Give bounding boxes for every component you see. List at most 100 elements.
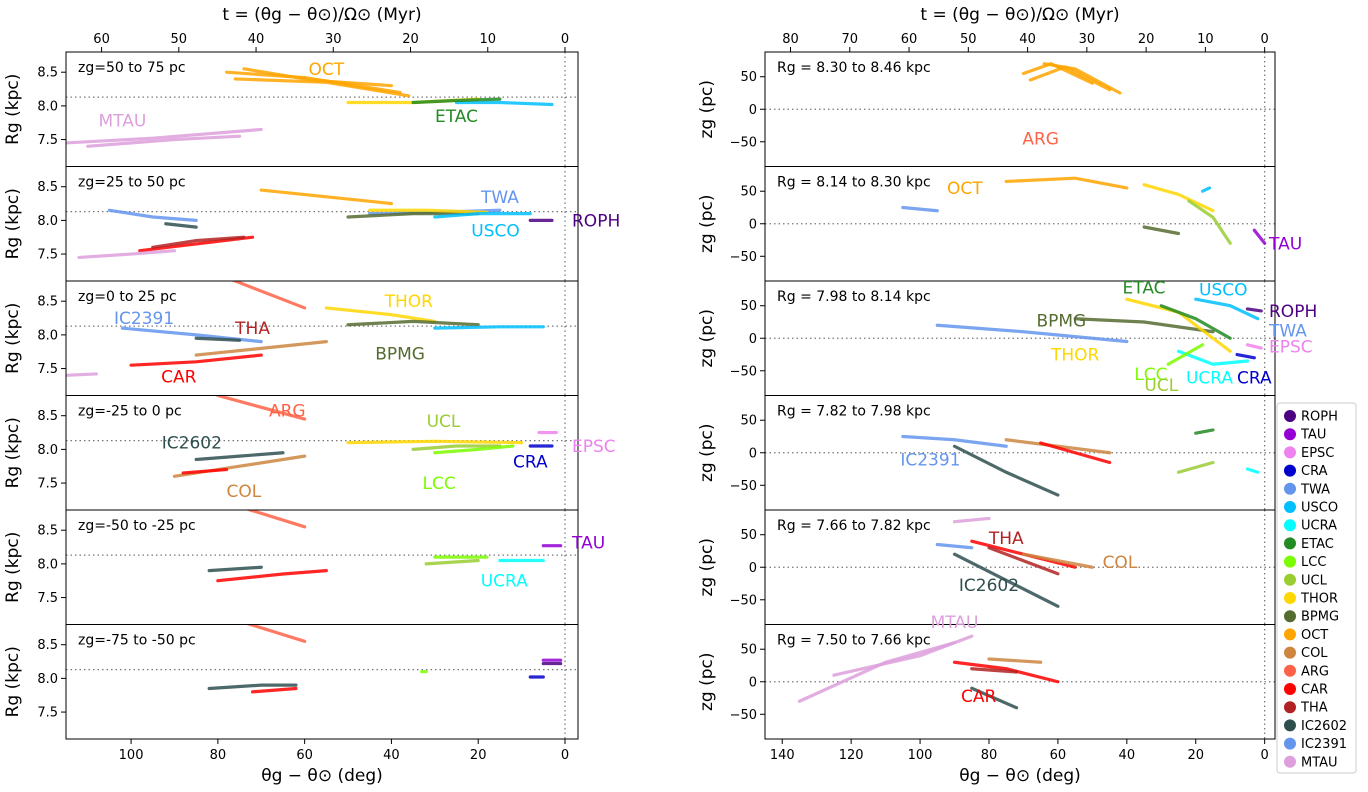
legend-marker [1284,610,1296,623]
legend-marker [1284,446,1296,459]
x-tick-label: 20 [1187,748,1204,763]
y-tick-label: 0 [749,561,757,576]
track-line [66,127,263,145]
group-label: THOR [1050,346,1100,366]
track-line [368,208,489,214]
legend-marker [1284,646,1296,659]
top-axis-label: t = (θg − θ⊙)/Ω⊙ (Myr) [222,5,421,25]
y-tick-label: 7.5 [37,362,58,377]
x-tick-label: 20 [470,748,487,763]
top-tick-label: 0 [561,32,569,47]
group-label: MTAU [931,613,979,633]
track-line [411,97,502,105]
group-label: UCL [427,412,461,432]
subpanel-title: Rg = 7.98 to 8.14 kpc [777,289,931,305]
legend-label: ETAC [1301,537,1334,552]
group-label: TAU [571,533,605,553]
track-line [901,205,939,213]
legend-label: USCO [1301,501,1338,516]
x-tick-label: 60 [1050,748,1067,763]
y-tick-label: 8.0 [37,557,58,572]
y-tick-label: −50 [730,593,757,608]
group-label: UCRA [1186,368,1233,388]
track-line [424,558,480,566]
subpanel-frame [65,624,579,740]
legend-marker [1284,664,1296,677]
subpanel-0-3 [66,395,578,510]
subpanel-title: Rg = 7.82 to 7.98 kpc [777,404,931,420]
group-label: ETAC [435,107,478,127]
y-tick-label: 50 [740,643,757,658]
legend-label: UCRA [1301,519,1337,534]
legend-label: IC2602 [1301,719,1347,734]
track-line [433,325,545,330]
y-axis-label: zg (pc) [697,538,717,597]
subpanel-1-0 [765,52,1275,167]
track-line [216,569,328,583]
legend-marker [1284,482,1296,495]
y-tick-label: 8.5 [37,409,58,424]
y-tick-label: 8.5 [37,638,58,653]
track-line [433,212,532,219]
y-tick-label: −50 [730,364,757,379]
x-tick-label: 80 [981,748,998,763]
y-tick-label: 8.0 [37,99,58,114]
legend-marker [1284,537,1296,550]
y-tick-label: 7.5 [37,248,58,263]
track-line [1159,304,1232,340]
x-tick-label: 40 [1119,748,1136,763]
subpanel-0-2 [66,281,578,396]
y-tick-label: −50 [730,708,757,723]
track-line [1245,467,1260,474]
y-tick-label: 0 [749,675,757,690]
top-tick-label: 70 [841,32,858,47]
track-line [970,667,1019,674]
y-tick-label: 0 [749,103,757,118]
y-tick-label: 8.0 [37,443,58,458]
top-tick-label: 50 [171,32,188,47]
group-label: COL [227,482,262,502]
y-axis-label: Rg (kpc) [3,303,23,374]
group-label: IC2602 [162,434,222,454]
track-line [901,434,1008,448]
track-line [1235,352,1256,360]
top-tick-label: 30 [325,32,342,47]
track-line [194,336,242,342]
legend-label: TWA [1300,482,1330,497]
track-line [216,395,307,421]
x-tick-label: 0 [1261,748,1269,763]
subpanel-1-1 [765,166,1275,281]
y-tick-label: 8.0 [37,214,58,229]
track-line [1194,428,1215,435]
track-line [207,683,298,691]
top-tick-label: 60 [93,32,110,47]
track-line [1004,176,1129,190]
group-label: TWA [480,188,519,208]
track-line [1042,62,1122,95]
group-label: CRA [1237,368,1272,388]
subpanel-title: Rg = 8.14 to 8.30 kpc [777,175,931,191]
legend-box [1276,402,1357,774]
group-label: THA [234,319,270,339]
subpanel-0-0 [66,52,578,167]
legend-label: ARG [1301,664,1329,679]
track-line [242,67,394,88]
y-tick-label: −50 [730,135,757,150]
top-tick-label: 80 [782,32,799,47]
track-line [1187,199,1232,245]
y-axis-label: zg (pc) [697,423,717,482]
track-line [1021,552,1094,569]
y-tick-label: 8.5 [37,180,58,195]
group-label: COL [1103,553,1138,573]
track-line [259,188,394,206]
y-tick-label: 50 [740,299,757,314]
track-line [346,319,480,327]
top-tick-label: 50 [960,32,977,47]
track-line [1176,349,1250,366]
legend-label: LCC [1301,555,1326,570]
track-line [935,542,974,550]
x-axis-label: θg − θ⊙ (deg) [261,766,383,786]
subpanel-title: zg=50 to 75 pc [78,60,186,76]
group-label: CAR [961,687,996,707]
subpanel-title: zg=-75 to -50 pc [78,633,196,649]
